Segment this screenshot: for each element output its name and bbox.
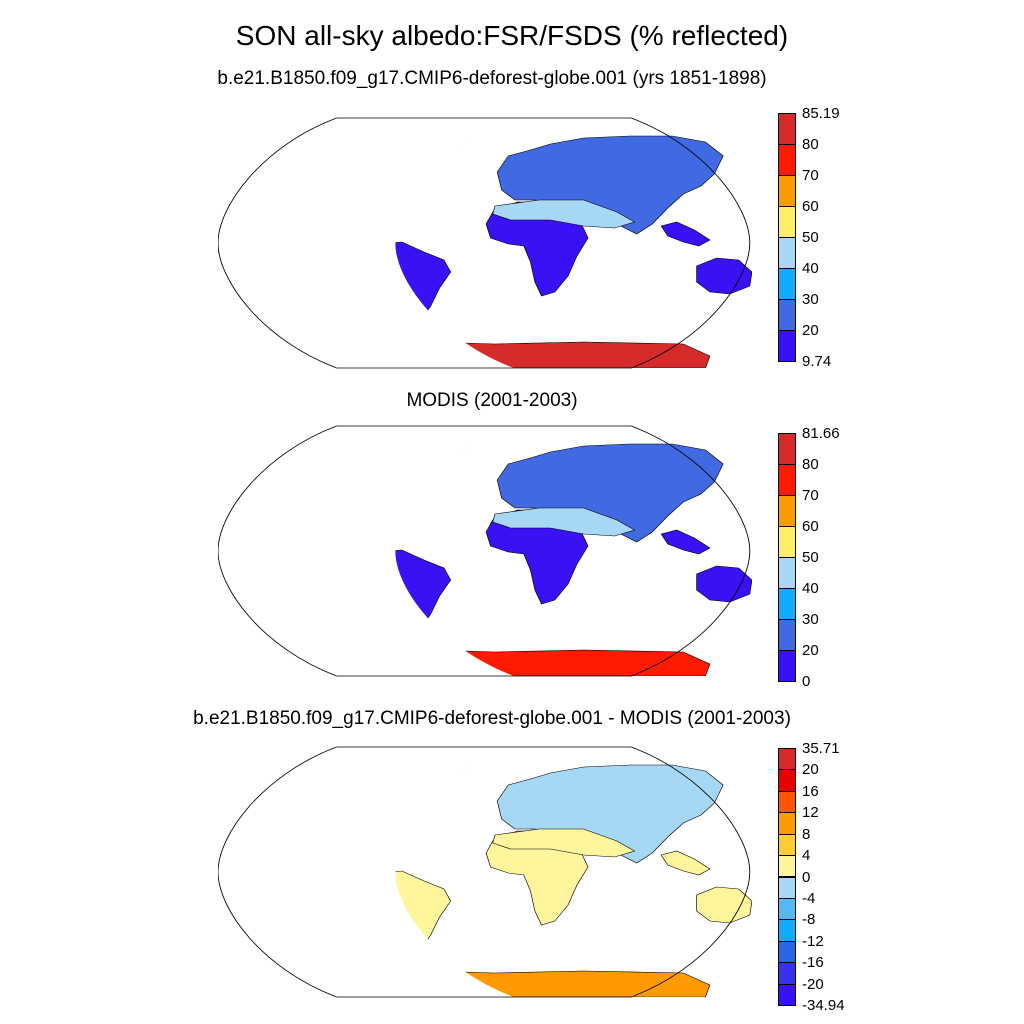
colorbar-label: 0 <box>802 673 811 690</box>
colorbar-bin <box>778 748 796 771</box>
colorbar-label: 0 <box>802 868 811 886</box>
southeast-asia-region <box>660 221 711 247</box>
colorbar-bin <box>778 237 796 269</box>
colorbar-bin <box>778 983 796 1006</box>
colorbar-label: 50 <box>802 229 819 246</box>
southeast-asia-region <box>660 850 711 876</box>
panel-3-colorbar: 35.71 20 16 12 8 4 0 -4 -8 -12 -16 -20 -34.94 <box>778 741 845 1013</box>
colorbar-label: 60 <box>802 198 819 215</box>
colorbar-label: 20 <box>802 761 819 779</box>
colorbar-bin <box>778 113 796 145</box>
colorbar-label: 9.74 <box>802 353 832 370</box>
colorbar-bin <box>778 433 796 465</box>
figure-title: SON all-sky albedo:FSR/FSDS (% reflected… <box>235 20 789 51</box>
panel-1-title: b.e21.B1850.f09_g17.CMIP6-deforest-globe… <box>217 68 767 89</box>
colorbar-bin <box>778 588 796 620</box>
colorbar-bin <box>778 175 796 207</box>
colorbar-bin <box>778 897 796 921</box>
map-border <box>218 746 751 998</box>
colorbar-bin <box>778 526 796 558</box>
world-map <box>218 117 752 369</box>
colorbar-label: 8 <box>802 825 811 843</box>
colorbar-bin <box>778 812 796 835</box>
colorbar-bin <box>778 144 796 176</box>
colorbar-label: 30 <box>802 611 819 628</box>
world-map <box>218 425 752 677</box>
colorbar-label: 4 <box>802 847 811 865</box>
colorbar-bin <box>778 495 796 527</box>
world-map <box>218 746 752 998</box>
panel-1-map <box>218 116 752 370</box>
colorbar-bin <box>778 919 796 942</box>
colorbar-label: 16 <box>802 782 819 800</box>
colorbar-label: -16 <box>802 954 824 972</box>
colorbar-label: 80 <box>802 136 819 153</box>
panel-2-map <box>218 424 752 678</box>
colorbar-label: -8 <box>802 911 816 929</box>
colorbar-label: 40 <box>802 580 819 597</box>
colorbar-bin <box>778 206 796 238</box>
colorbar-label: 12 <box>802 804 819 822</box>
colorbar-label: 40 <box>802 260 819 277</box>
colorbar-label: -20 <box>802 975 824 993</box>
map-border <box>218 117 751 369</box>
colorbar-label: 35.71 <box>802 740 840 757</box>
colorbar-bin <box>778 769 796 792</box>
colorbar-label: 50 <box>802 549 819 566</box>
colorbar-bin <box>778 464 796 496</box>
southeast-asia-region <box>660 529 711 555</box>
australia-region <box>696 886 752 924</box>
colorbar-bin <box>778 619 796 651</box>
colorbar-bin <box>778 962 796 985</box>
colorbar-bin <box>778 268 796 300</box>
map-border <box>218 425 751 677</box>
colorbar-label: 70 <box>802 167 819 184</box>
desert-region <box>492 507 636 537</box>
colorbar-bin <box>778 833 796 857</box>
colorbar-bin <box>778 855 796 878</box>
panel-2-colorbar: 81.66 80 70 60 50 40 30 20 0 <box>778 426 840 689</box>
colorbar-label: 60 <box>802 518 819 535</box>
colorbar-bin <box>778 557 796 589</box>
australia-region <box>696 257 752 295</box>
colorbar-label: 20 <box>802 322 819 339</box>
panel-1-colorbar: 85.19 80 70 60 50 40 30 20 9.74 <box>778 106 840 369</box>
colorbar-label: -4 <box>802 889 816 907</box>
colorbar-label: 80 <box>802 456 819 473</box>
colorbar-label: 85.19 <box>802 105 840 122</box>
panel-3-map <box>218 745 752 999</box>
colorbar-label: -34.94 <box>802 997 845 1014</box>
desert-region <box>492 199 636 229</box>
colorbar-bin <box>778 940 796 964</box>
colorbar-label: 70 <box>802 487 819 504</box>
colorbar-label: -12 <box>802 932 824 950</box>
colorbar-bin <box>778 330 796 362</box>
colorbar-bin <box>778 650 796 682</box>
colorbar-label: 81.66 <box>802 425 840 442</box>
panel-2-title: MODIS (2001-2003) <box>406 390 578 411</box>
colorbar-label: 30 <box>802 291 819 308</box>
colorbar-bin <box>778 790 796 814</box>
panel-3-title: b.e21.B1850.f09_g17.CMIP6-deforest-globe… <box>193 708 791 729</box>
australia-region <box>696 565 752 603</box>
desert-region <box>492 828 636 858</box>
colorbar-label: 20 <box>802 642 819 659</box>
colorbar-bin <box>778 299 796 331</box>
colorbar-bin <box>778 876 796 899</box>
